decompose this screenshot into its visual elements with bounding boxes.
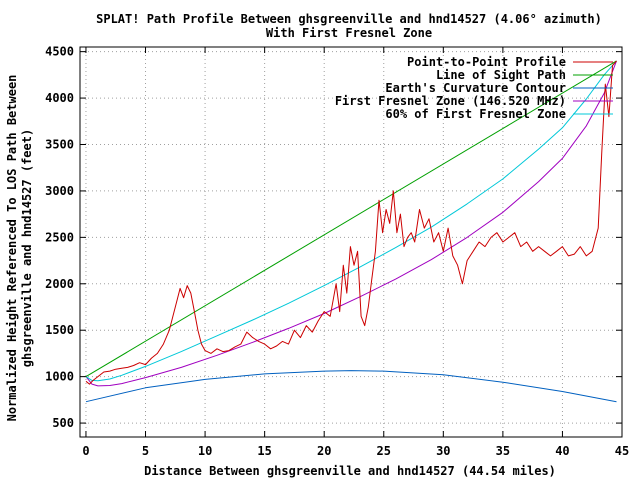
x-tick-label: 30 (436, 444, 450, 458)
x-axis-label: Distance Between ghsgreenville and hnd14… (144, 464, 556, 478)
x-tick-label: 40 (555, 444, 569, 458)
series-line-point-to-point-profile (85, 60, 617, 385)
axis-ticks: 0 5 10 15 20 25 30 35 40 45 500 1000 1500 2000 2500 300… (45, 45, 629, 458)
x-tick-label: 0 (82, 444, 89, 458)
chart-title: SPLAT! Path Profile Between ghsgreenvill… (96, 12, 602, 26)
y-tick-label: 3000 (45, 184, 74, 198)
plot-series (85, 60, 617, 403)
series-line-line-of-sight-path (85, 60, 617, 378)
x-tick-label: 35 (496, 444, 510, 458)
series-line-first-fresnel-zone-146-520-mhz (85, 60, 617, 387)
y-tick-label: 1500 (45, 323, 74, 337)
y-tick-label: 3500 (45, 138, 74, 152)
y-tick-label: 2000 (45, 277, 74, 291)
x-tick-label: 10 (198, 444, 212, 458)
x-tick-label: 45 (615, 444, 629, 458)
y-tick-label: 4500 (45, 45, 74, 59)
series-line-60-of-first-fresnel-zone (85, 60, 617, 382)
legend-label-earth-s-curvature-contour: Earth's Curvature Contour (385, 81, 566, 95)
chart-subtitle: With First Fresnel Zone (266, 26, 432, 40)
x-tick-label: 5 (142, 444, 149, 458)
legend-label-point-to-point-profile: Point-to-Point Profile (407, 55, 566, 69)
y-axis-label-line2: ghsgreenville and hnd14527 (feet) (20, 129, 34, 367)
x-tick-label: 15 (257, 444, 271, 458)
y-tick-label: 500 (52, 416, 74, 430)
legend-label-60-of-first-fresnel-zone: 60% of First Fresnel Zone (385, 107, 566, 121)
plot-frame (79, 46, 623, 438)
series-line-earth-s-curvature-contour (85, 370, 617, 403)
x-tick-label: 25 (377, 444, 391, 458)
y-axis-label-line1: Normalized Height Referenced To LOS Path… (5, 75, 19, 422)
y-tick-label: 2500 (45, 230, 74, 244)
y-tick-label: 1000 (45, 370, 74, 384)
legend-label-first-fresnel-zone-146-520-mhz: First Fresnel Zone (146.520 MHz) (335, 94, 566, 108)
legend-label-line-of-sight-path: Line of Sight Path (436, 68, 566, 82)
x-tick-label: 20 (317, 444, 331, 458)
y-tick-label: 4000 (45, 91, 74, 105)
